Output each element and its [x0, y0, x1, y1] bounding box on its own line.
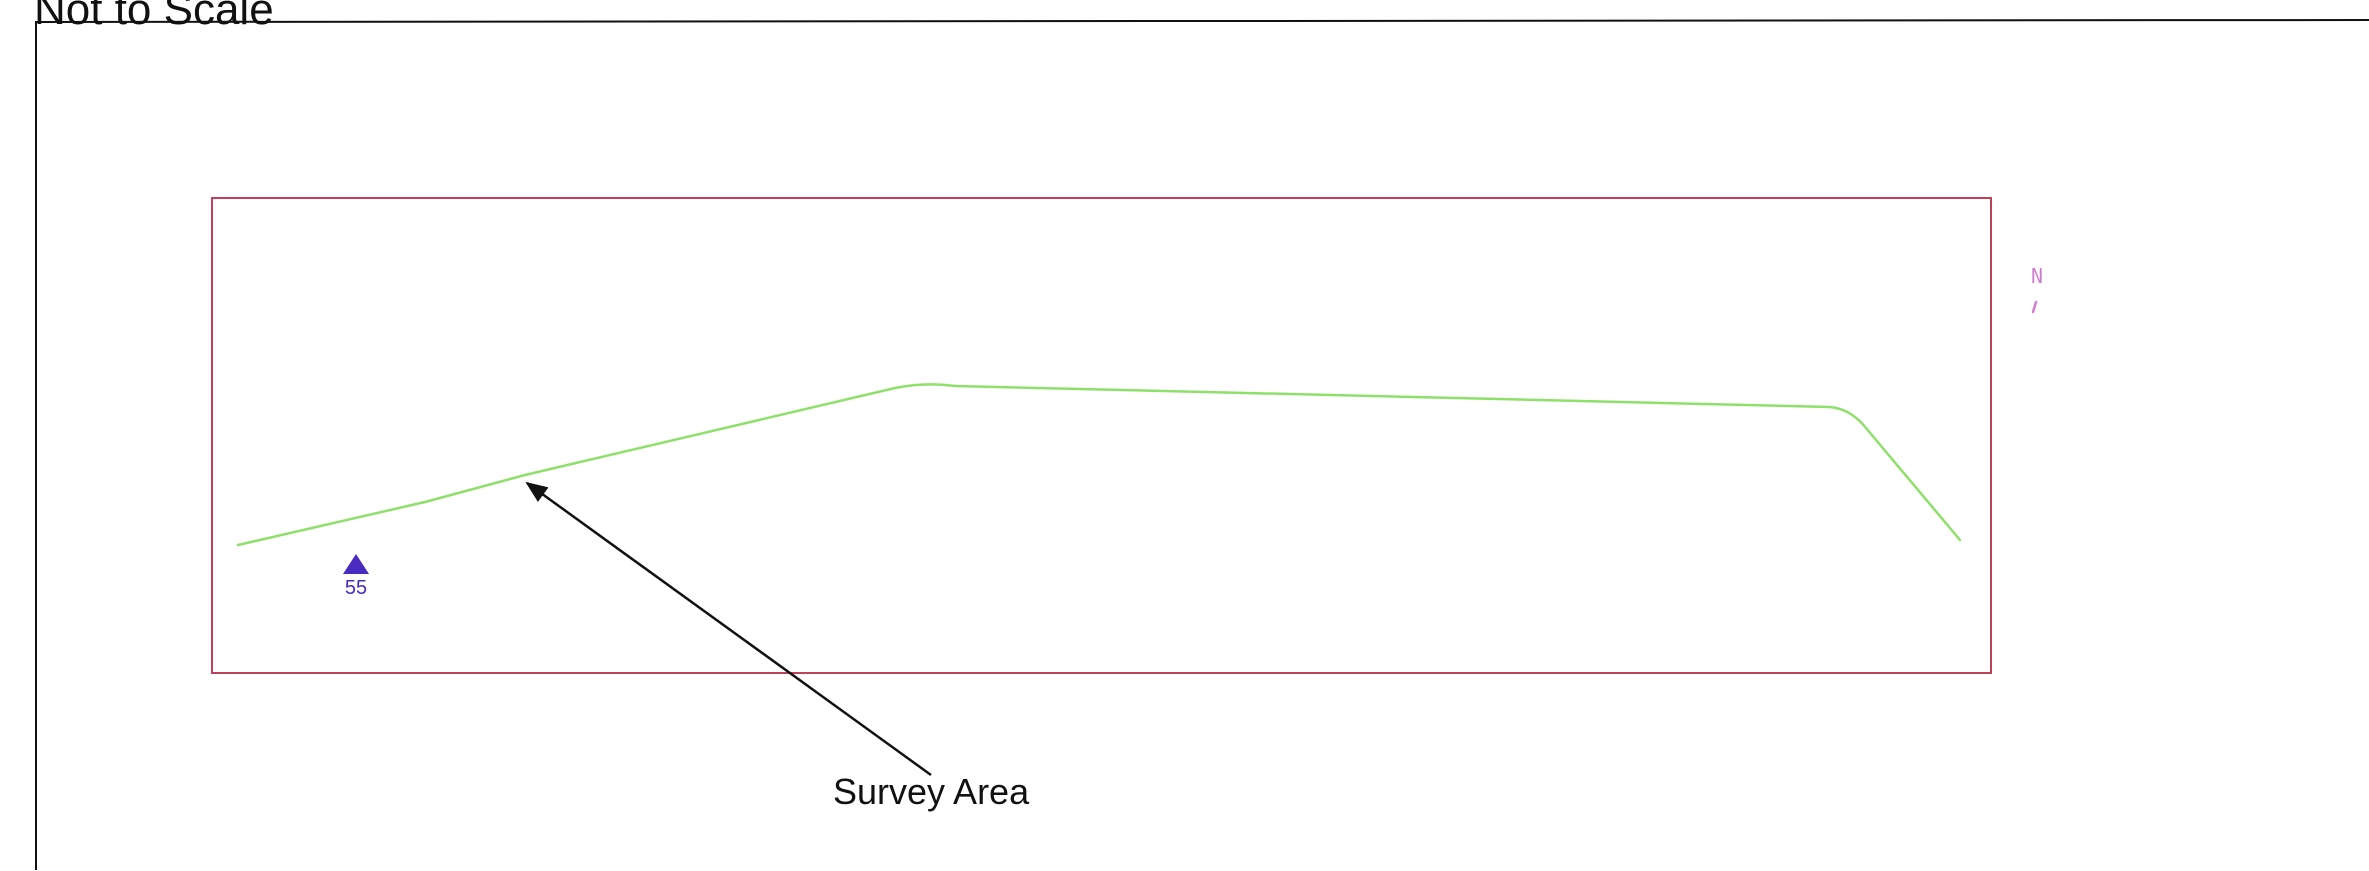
north-arrow-icon — [2031, 300, 2038, 314]
point-marker-label: 55 — [345, 577, 367, 599]
survey-boundary — [211, 197, 1992, 674]
north-label: N — [2031, 264, 2043, 288]
triangle-marker-icon — [343, 554, 369, 574]
point-marker-55[interactable]: 55 — [343, 554, 369, 599]
survey-callout-arrow — [525, 481, 932, 777]
scale-note-title: Not to Scale — [34, 0, 274, 34]
north-indicator: N — [2031, 264, 2043, 314]
map-frame — [35, 19, 2369, 870]
survey-area-label: Survey Area — [833, 771, 1030, 812]
survey-route-line — [236, 383, 1962, 547]
